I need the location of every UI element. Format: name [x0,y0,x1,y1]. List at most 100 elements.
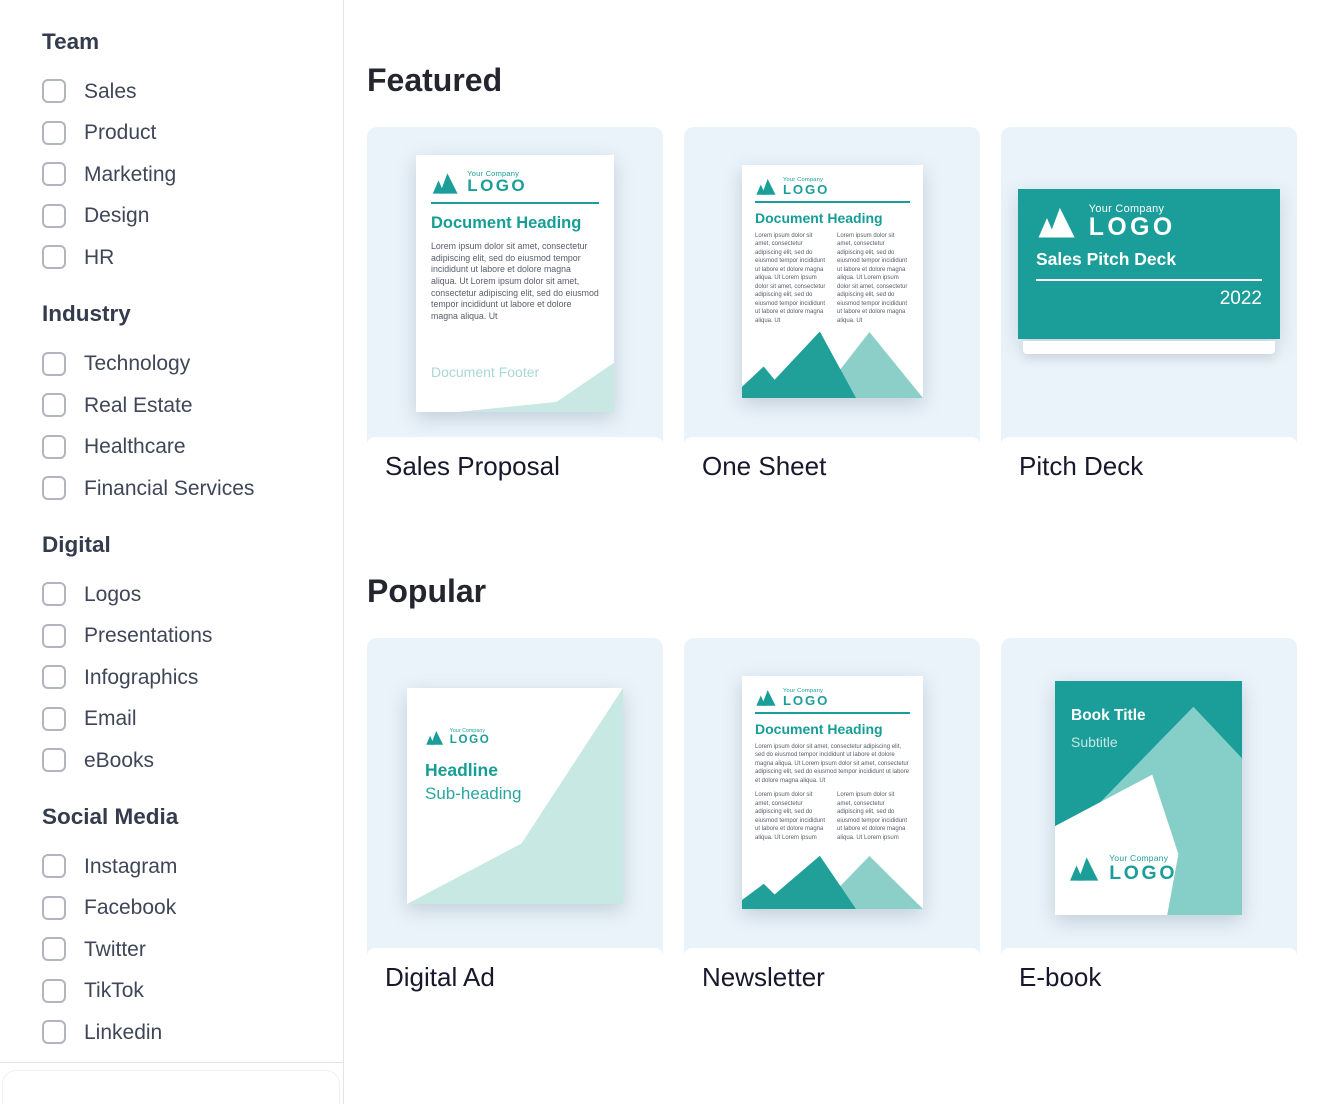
mountain-logo-icon [756,690,776,707]
checkbox[interactable] [42,203,66,228]
document-heading: Document Heading [755,209,883,226]
checkbox[interactable] [42,162,66,187]
card-title: Sales Proposal [367,437,663,495]
filter-label: Infographics [84,665,199,689]
filter-label: Sales [84,79,137,103]
filter-label: Design [84,204,150,228]
book-title: Book Title [1071,707,1146,724]
filter-financial-services[interactable]: Financial Services [42,467,324,509]
ebook-preview: Book Title Subtitle Your Company LOGO [1055,681,1242,915]
filter-product[interactable]: Product [42,112,324,154]
popular-heading: Popular [367,573,487,609]
filter-label: Technology [84,352,191,375]
logo-company-text: Your Company [1088,203,1165,215]
filter-hr[interactable]: HR [42,237,324,279]
template-card-pitch-deck[interactable]: Your Company LOGO Sales Pitch Deck 2022 … [1001,127,1297,495]
sales-proposal-preview: Your Company LOGO Document Heading Lorem… [416,155,614,412]
one-sheet-preview: Your Company LOGO Document Heading Lorem… [742,165,923,398]
logo-company-text: Your Company [467,169,520,178]
filter-real-estate[interactable]: Real Estate [42,384,324,426]
template-card-one-sheet[interactable]: Your Company LOGO Document Heading Lorem… [684,127,980,495]
checkbox[interactable] [42,937,66,962]
popular-grid: Your Company LOGO Headline Sub-heading D… [367,638,1297,1006]
document-column-text: Lorem ipsum dolor sit amet, consectetur … [755,792,826,841]
template-card-ebook[interactable]: Book Title Subtitle Your Company LOGO E-… [1001,638,1297,1006]
book-subtitle: Subtitle [1071,734,1118,750]
filter-infographics[interactable]: Infographics [42,656,324,698]
logo-word: LOGO [1109,861,1178,884]
filter-technology[interactable]: Technology [42,343,324,385]
checkbox[interactable] [42,434,66,459]
filter-label: Email [84,707,137,731]
company-logo: Your Company LOGO [431,169,599,195]
filter-healthcare[interactable]: Healthcare [42,426,324,468]
filter-marketing[interactable]: Marketing [42,154,324,196]
filter-logos[interactable]: Logos [42,573,324,615]
filter-section-digital: Digital Logos Presentations Infographics… [42,529,324,781]
filter-section-industry: Industry Technology Real Estate Healthca… [42,298,324,509]
filter-design[interactable]: Design [42,195,324,237]
mountain-logo-icon [1070,857,1099,881]
filter-presentations[interactable]: Presentations [42,615,324,657]
filter-facebook[interactable]: Facebook [42,887,324,929]
checkbox[interactable] [42,623,66,648]
filter-ebooks[interactable]: eBooks [42,739,324,781]
checkbox[interactable] [42,351,66,376]
filter-label: Financial Services [84,476,255,500]
document-footer: Document Footer [431,364,540,380]
checkbox[interactable] [42,476,66,500]
filter-label: Instagram [84,854,178,878]
logo-word: LOGO [449,733,491,747]
logo-company-text: Your Company [783,177,824,183]
filter-sales[interactable]: Sales [42,71,324,113]
checkbox[interactable] [42,895,66,920]
checkbox[interactable] [42,706,66,731]
filter-section-team: Team Sales Product Marketing Design [42,26,324,278]
checkbox[interactable] [42,1020,66,1045]
logo-word: LOGO [783,693,830,709]
filter-linkedin[interactable]: Linkedin [42,1012,324,1054]
checkbox[interactable] [42,978,66,1003]
filter-section-title: Industry [42,301,131,327]
document-column-text: Lorem ipsum dolor sit amet, consectetur … [837,792,908,841]
template-card-sales-proposal[interactable]: Your Company LOGO Document Heading Lorem… [367,127,663,495]
checkbox[interactable] [42,120,66,145]
mountain-logo-icon [426,730,444,745]
document-column-text: Lorem ipsum dolor sit amet, consectetur … [837,232,908,324]
card-title: Digital Ad [367,948,663,1006]
checkbox[interactable] [42,582,66,607]
checkbox[interactable] [42,748,66,773]
filter-twitter[interactable]: Twitter [42,929,324,971]
slide-year: 2022 [1219,288,1262,310]
checkbox[interactable] [42,665,66,690]
featured-heading: Featured [367,62,503,98]
filter-label: Twitter [84,937,146,961]
slide-stack-shape [1023,341,1275,354]
filter-instagram[interactable]: Instagram [42,846,324,888]
document-heading: Document Heading [755,720,883,737]
company-logo: Your Company LOGO [1068,853,1178,884]
filter-label: Marketing [84,162,177,186]
filter-label: eBooks [84,748,155,772]
company-logo: Your Company LOGO [755,177,910,196]
filter-label: Healthcare [84,435,186,458]
divider-rule [1036,279,1262,282]
filter-email[interactable]: Email [42,698,324,740]
card-title: Pitch Deck [1001,437,1297,495]
main-content: Featured Your Company LOGO [367,0,1297,1006]
newsletter-preview: Your Company LOGO Document Heading Lorem… [742,676,923,909]
card-title: E-book [1001,948,1297,1006]
template-card-newsletter[interactable]: Your Company LOGO Document Heading Lorem… [684,638,980,1006]
sidebar-next-panel [2,1070,340,1104]
filter-tiktok[interactable]: TikTok [42,970,324,1012]
sidebar-border [343,0,344,1104]
checkbox[interactable] [42,245,66,270]
checkbox[interactable] [42,393,66,417]
mountain-graphic [742,328,923,398]
slide-title: Sales Pitch Deck [1036,249,1177,270]
checkbox[interactable] [42,854,66,879]
template-card-digital-ad[interactable]: Your Company LOGO Headline Sub-heading D… [367,638,663,1006]
checkbox[interactable] [42,79,66,104]
logo-company-text: Your Company [449,728,486,734]
filter-label: Linkedin [84,1020,163,1044]
